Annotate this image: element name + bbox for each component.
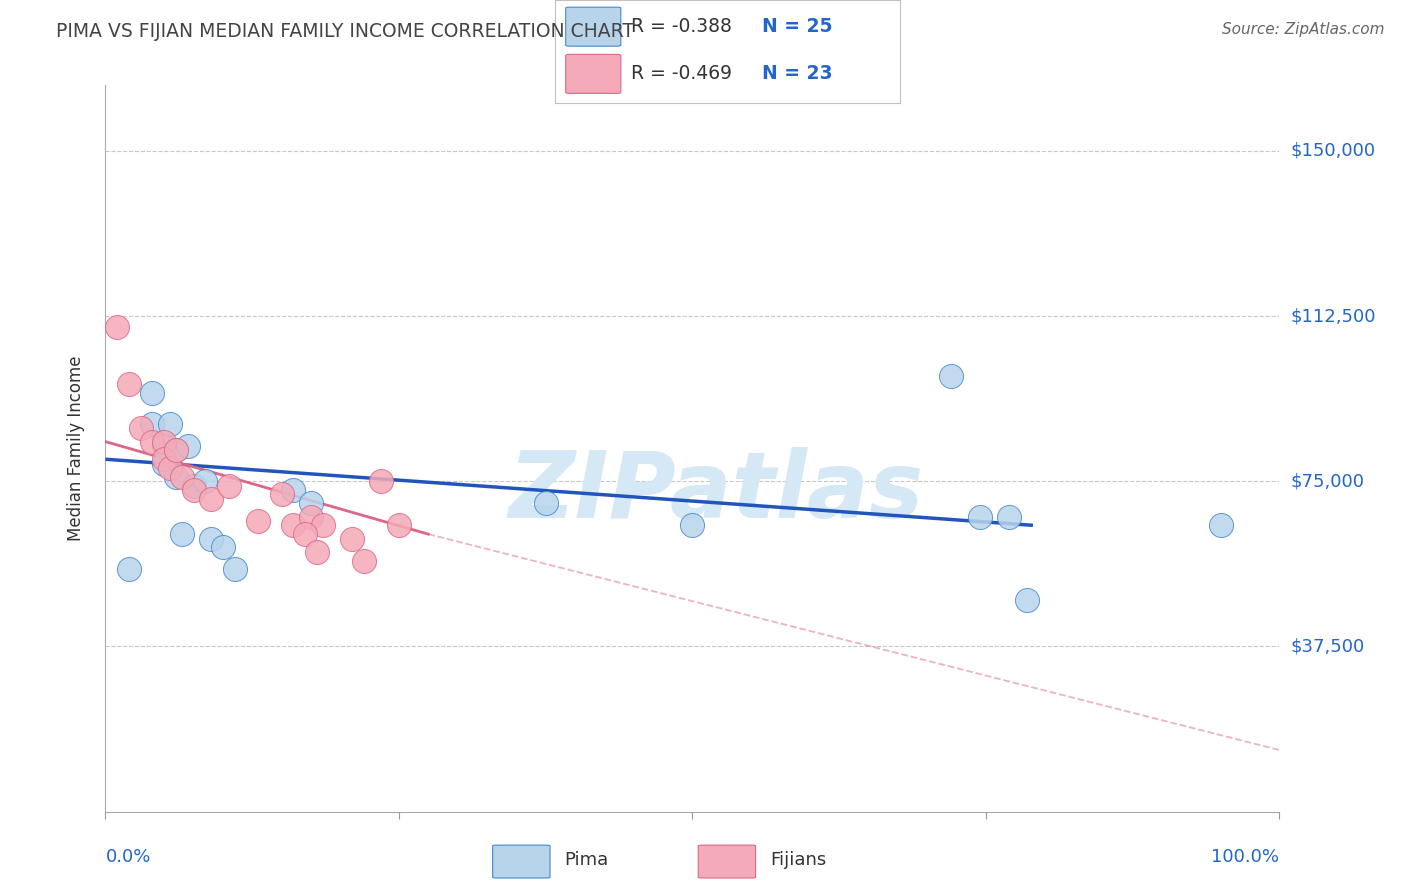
Point [183, 478, 205, 492]
Text: 0.0%: 0.0% [105, 848, 150, 866]
Point [353, 553, 375, 567]
FancyBboxPatch shape [565, 54, 621, 94]
Point [299, 496, 322, 510]
Text: Pima: Pima [564, 851, 609, 870]
Point [118, 377, 141, 392]
Point [165, 443, 187, 458]
Point [270, 487, 292, 501]
Text: Source: ZipAtlas.com: Source: ZipAtlas.com [1222, 22, 1385, 37]
Point [388, 518, 411, 533]
Text: ZIPatlas: ZIPatlas [509, 447, 924, 537]
Point [159, 461, 181, 475]
Y-axis label: Median Family Income: Median Family Income [66, 356, 84, 541]
Point [141, 386, 163, 401]
Point [183, 483, 205, 497]
Point [105, 320, 128, 334]
FancyBboxPatch shape [699, 845, 755, 878]
Point [340, 532, 363, 546]
Point [218, 478, 240, 492]
Point [170, 527, 193, 541]
Text: $75,000: $75,000 [1291, 472, 1365, 491]
Text: PIMA VS FIJIAN MEDIAN FAMILY INCOME CORRELATION CHART: PIMA VS FIJIAN MEDIAN FAMILY INCOME CORR… [56, 22, 634, 41]
Point [681, 518, 703, 533]
Point [311, 518, 333, 533]
Point [141, 417, 163, 431]
Text: $37,500: $37,500 [1291, 638, 1365, 656]
Point [165, 443, 187, 458]
Point [224, 562, 246, 576]
Point [299, 509, 322, 524]
Point [170, 470, 193, 484]
Text: $112,500: $112,500 [1291, 307, 1376, 325]
Point [194, 475, 217, 489]
Point [141, 434, 163, 449]
Point [247, 514, 270, 528]
Text: Fijians: Fijians [770, 851, 827, 870]
Point [939, 368, 962, 383]
Point [1209, 518, 1232, 533]
Point [153, 439, 176, 453]
Point [200, 532, 222, 546]
Point [1015, 593, 1038, 607]
Point [370, 475, 392, 489]
FancyBboxPatch shape [492, 845, 550, 878]
Text: N = 23: N = 23 [762, 64, 832, 83]
Point [534, 496, 557, 510]
Text: $150,000: $150,000 [1291, 142, 1375, 160]
Text: R = -0.469: R = -0.469 [631, 64, 733, 83]
Point [176, 439, 198, 453]
Point [283, 518, 305, 533]
Point [969, 509, 991, 524]
Point [129, 421, 152, 435]
Point [159, 417, 181, 431]
Text: 100.0%: 100.0% [1212, 848, 1279, 866]
FancyBboxPatch shape [565, 7, 621, 46]
Point [153, 434, 176, 449]
Point [153, 452, 176, 467]
Point [283, 483, 305, 497]
Point [998, 509, 1021, 524]
Text: N = 25: N = 25 [762, 17, 832, 37]
Point [153, 457, 176, 471]
Point [211, 541, 233, 555]
Text: R = -0.388: R = -0.388 [631, 17, 733, 37]
Point [305, 545, 328, 559]
Point [118, 562, 141, 576]
Point [165, 470, 187, 484]
Point [294, 527, 316, 541]
Point [200, 491, 222, 506]
